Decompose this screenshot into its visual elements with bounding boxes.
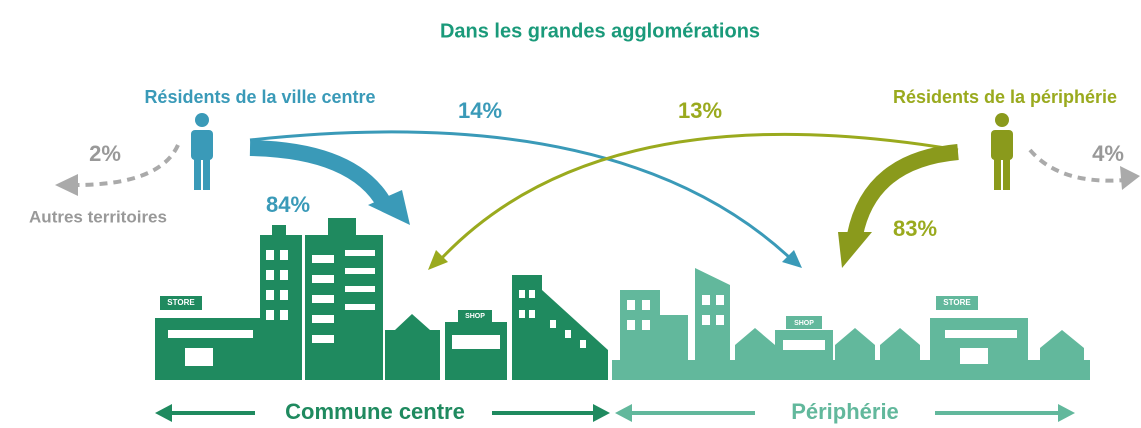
arrow-head <box>593 404 610 422</box>
title: Dans les grandes agglomérations <box>440 20 760 42</box>
sign: SHOP <box>465 313 485 320</box>
arrow-head <box>1120 166 1140 190</box>
zone-label: Commune centre <box>285 399 465 424</box>
other-share: 4% <box>1092 141 1124 166</box>
other-label: Autres territoires <box>29 207 167 226</box>
arrow-head <box>1058 404 1075 422</box>
arrow-head <box>155 404 172 422</box>
zone-label: Périphérie <box>791 399 899 424</box>
sign: STORE <box>167 298 195 307</box>
other-share: 2% <box>89 141 121 166</box>
group-label: Résidents de la ville centre <box>144 87 375 107</box>
cross-share: 13% <box>678 98 722 123</box>
city-center <box>155 218 608 380</box>
arrow-head <box>55 174 78 196</box>
person-icon <box>191 113 213 190</box>
group-label: Résidents de la périphérie <box>893 87 1117 107</box>
sign: SHOP <box>794 320 814 327</box>
stay-share: 83% <box>893 216 937 241</box>
arrow-head <box>838 232 872 268</box>
other-arrow <box>75 145 1125 185</box>
person-icon <box>991 113 1013 190</box>
cross-share: 14% <box>458 98 502 123</box>
city-periphery <box>612 268 1090 380</box>
sign: STORE <box>943 298 971 307</box>
stay-share: 84% <box>266 192 310 217</box>
cross-arrow <box>440 134 958 260</box>
infographic: Dans les grandes agglomérations Résident… <box>0 0 1141 428</box>
arrow-head <box>615 404 632 422</box>
